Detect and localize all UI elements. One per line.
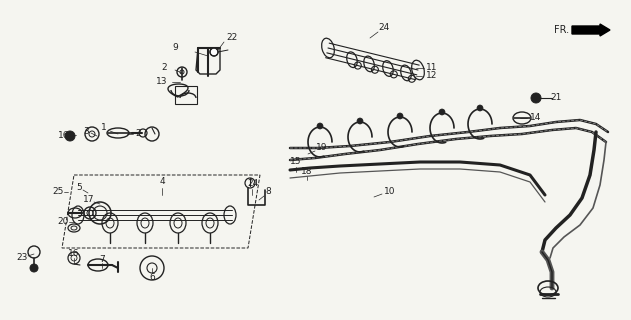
Text: 6: 6 [149, 274, 155, 283]
Text: 21: 21 [550, 93, 562, 102]
Circle shape [357, 118, 363, 124]
Text: 18: 18 [301, 167, 313, 177]
Text: 25: 25 [52, 188, 64, 196]
Text: 11: 11 [427, 63, 438, 73]
Text: 8: 8 [265, 188, 271, 196]
Text: 12: 12 [427, 71, 438, 81]
Text: 23: 23 [16, 253, 28, 262]
Text: 5: 5 [76, 183, 82, 193]
Text: 1: 1 [101, 124, 107, 132]
Circle shape [210, 48, 218, 56]
Circle shape [477, 105, 483, 111]
Text: 16: 16 [68, 250, 80, 259]
Circle shape [397, 113, 403, 119]
Text: 3: 3 [83, 126, 89, 135]
Text: 2: 2 [161, 63, 167, 73]
Circle shape [317, 123, 323, 129]
Circle shape [531, 93, 541, 103]
Text: 7: 7 [99, 254, 105, 263]
Text: 15: 15 [290, 157, 302, 166]
Text: 24: 24 [247, 179, 259, 188]
Text: 17: 17 [83, 196, 95, 204]
Text: 9: 9 [172, 43, 178, 52]
Text: 19: 19 [316, 143, 327, 153]
Text: 4: 4 [159, 178, 165, 187]
Circle shape [439, 109, 445, 115]
Text: 22: 22 [227, 34, 238, 43]
Text: 24: 24 [379, 23, 389, 33]
Text: 14: 14 [530, 114, 541, 123]
Bar [175, 86, 197, 104]
Text: 20: 20 [57, 218, 69, 227]
Text: 2: 2 [135, 130, 141, 139]
Text: FR.: FR. [554, 25, 569, 35]
Circle shape [65, 131, 75, 141]
FancyArrow shape [572, 24, 610, 36]
Text: 13: 13 [156, 77, 168, 86]
Circle shape [30, 264, 38, 272]
Text: 10: 10 [384, 188, 396, 196]
Text: 16: 16 [58, 132, 70, 140]
